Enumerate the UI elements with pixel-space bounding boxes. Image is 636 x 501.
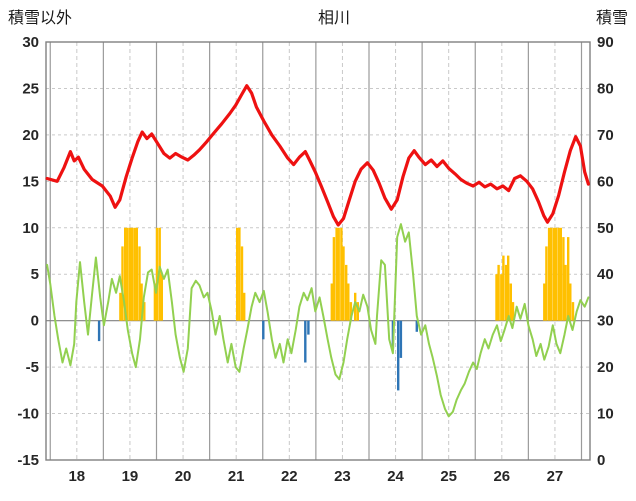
- orange-bars-bar: [569, 283, 572, 321]
- orange-bars-bar: [356, 302, 359, 321]
- right-axis-tick: 70: [597, 127, 614, 144]
- orange-bars-bar: [130, 227, 134, 321]
- orange-bars-bar: [340, 227, 343, 321]
- orange-bars-bar: [135, 227, 138, 321]
- chart-header: 積雪以外 相川 積雪: [0, 4, 636, 28]
- orange-bars-bar: [557, 227, 560, 321]
- left-axis-tick: 20: [22, 127, 39, 144]
- x-axis-tick: 22: [281, 468, 298, 485]
- orange-bars-bar: [495, 274, 498, 321]
- orange-bars-bar: [545, 246, 548, 321]
- left-axis-tick: 15: [22, 173, 39, 190]
- right-axis-tick: 40: [597, 266, 614, 283]
- orange-bars-bar: [347, 283, 350, 321]
- green-series: [46, 223, 590, 418]
- orange-bars-bar: [507, 255, 510, 321]
- orange-bars-bar: [504, 264, 508, 321]
- orange-bars-bar: [155, 227, 159, 321]
- orange-bars-bar: [559, 227, 562, 321]
- left-axis-tick: -10: [17, 406, 39, 423]
- blue-bars-bar: [415, 320, 418, 332]
- blue-bars-bar: [97, 320, 101, 342]
- x-axis-tick: 27: [547, 468, 564, 485]
- orange-bars-bar: [133, 227, 136, 321]
- orange-bars-bar: [153, 283, 157, 321]
- x-axis-tick: 24: [387, 468, 404, 485]
- blue-bars-bar: [397, 320, 400, 391]
- orange-bars-bar: [337, 227, 340, 321]
- right-axis-tick: 80: [597, 80, 614, 97]
- left-axis-tick: 25: [22, 80, 39, 97]
- blue-bars-bar: [262, 320, 265, 340]
- orange-bars-bar: [502, 255, 505, 321]
- orange-bars-bar: [547, 227, 551, 321]
- orange-bars-bar: [552, 227, 556, 321]
- orange-bars-bar: [332, 237, 336, 321]
- plot-border: [45, 41, 591, 461]
- x-axis-tick: 20: [175, 468, 192, 485]
- orange-bars-bar: [567, 237, 570, 321]
- right-axis-tick: 30: [597, 313, 614, 330]
- orange-bars-bar: [564, 264, 567, 321]
- orange-bars-bar: [330, 283, 333, 321]
- right-axis-tick: 0: [597, 452, 605, 469]
- orange-bars-bar: [562, 237, 565, 321]
- right-axis-tick: 10: [597, 406, 614, 423]
- orange-bars-bar: [143, 302, 146, 321]
- orange-bars-bar: [354, 292, 357, 321]
- right-axis-tick: 60: [597, 173, 614, 190]
- orange-bars-bar: [511, 302, 515, 321]
- orange-bars-bar: [550, 227, 553, 321]
- orange-bars-bar: [335, 227, 338, 321]
- orange-bars-bar: [160, 274, 163, 321]
- orange-bars-bar: [571, 302, 575, 321]
- right-axis-tick: 50: [597, 220, 614, 237]
- right-axis-tick: 90: [597, 34, 614, 51]
- orange-bars-bar: [509, 283, 512, 321]
- orange-bars-bar: [543, 283, 546, 321]
- left-axis-tick: 10: [22, 220, 39, 237]
- orange-bars-bar: [342, 246, 345, 321]
- x-axis-tick: 19: [122, 468, 139, 485]
- left-axis-tick: 5: [31, 266, 39, 283]
- orange-bars-bar: [554, 227, 558, 321]
- orange-bars-bar: [121, 246, 124, 321]
- orange-bars-bar: [349, 302, 353, 321]
- x-axis-tick: 23: [334, 468, 351, 485]
- left-axis-tick: 30: [22, 34, 39, 51]
- red-series: [45, 84, 591, 227]
- blue-bars-bar: [307, 320, 310, 335]
- orange-bars-bar: [128, 227, 132, 321]
- orange-bars-bar: [124, 227, 127, 321]
- orange-bars-bar: [236, 227, 239, 321]
- blue-bars-bar: [304, 320, 307, 363]
- orange-bars-bar: [345, 264, 348, 321]
- left-axis-title: 積雪以外: [8, 10, 73, 27]
- orange-bars-bar: [243, 292, 246, 321]
- right-axis-title: 積雪: [595, 10, 628, 27]
- left-axis-tick: 0: [31, 313, 39, 330]
- x-axis-tick: 25: [440, 468, 457, 485]
- orange-bars-bar: [238, 227, 241, 321]
- right-axis-tick: 20: [597, 359, 614, 376]
- orange-bars-bar: [497, 264, 500, 321]
- orange-bars-bar: [240, 246, 244, 321]
- orange-bars-bar: [119, 292, 122, 321]
- left-axis-tick: -5: [26, 359, 39, 376]
- orange-bars-bar: [126, 227, 129, 321]
- x-axis-tick: 18: [68, 468, 85, 485]
- chart-title: 相川: [317, 10, 350, 27]
- orange-bars-bar: [138, 246, 141, 321]
- orange-bars-bar: [500, 274, 503, 321]
- orange-bars-bar: [140, 283, 143, 321]
- orange-bars-bar: [158, 227, 161, 321]
- blue-bars-bar: [399, 320, 403, 358]
- x-axis-tick: 21: [228, 468, 245, 485]
- x-axis-tick: 26: [493, 468, 510, 485]
- left-axis-tick: -15: [17, 452, 39, 469]
